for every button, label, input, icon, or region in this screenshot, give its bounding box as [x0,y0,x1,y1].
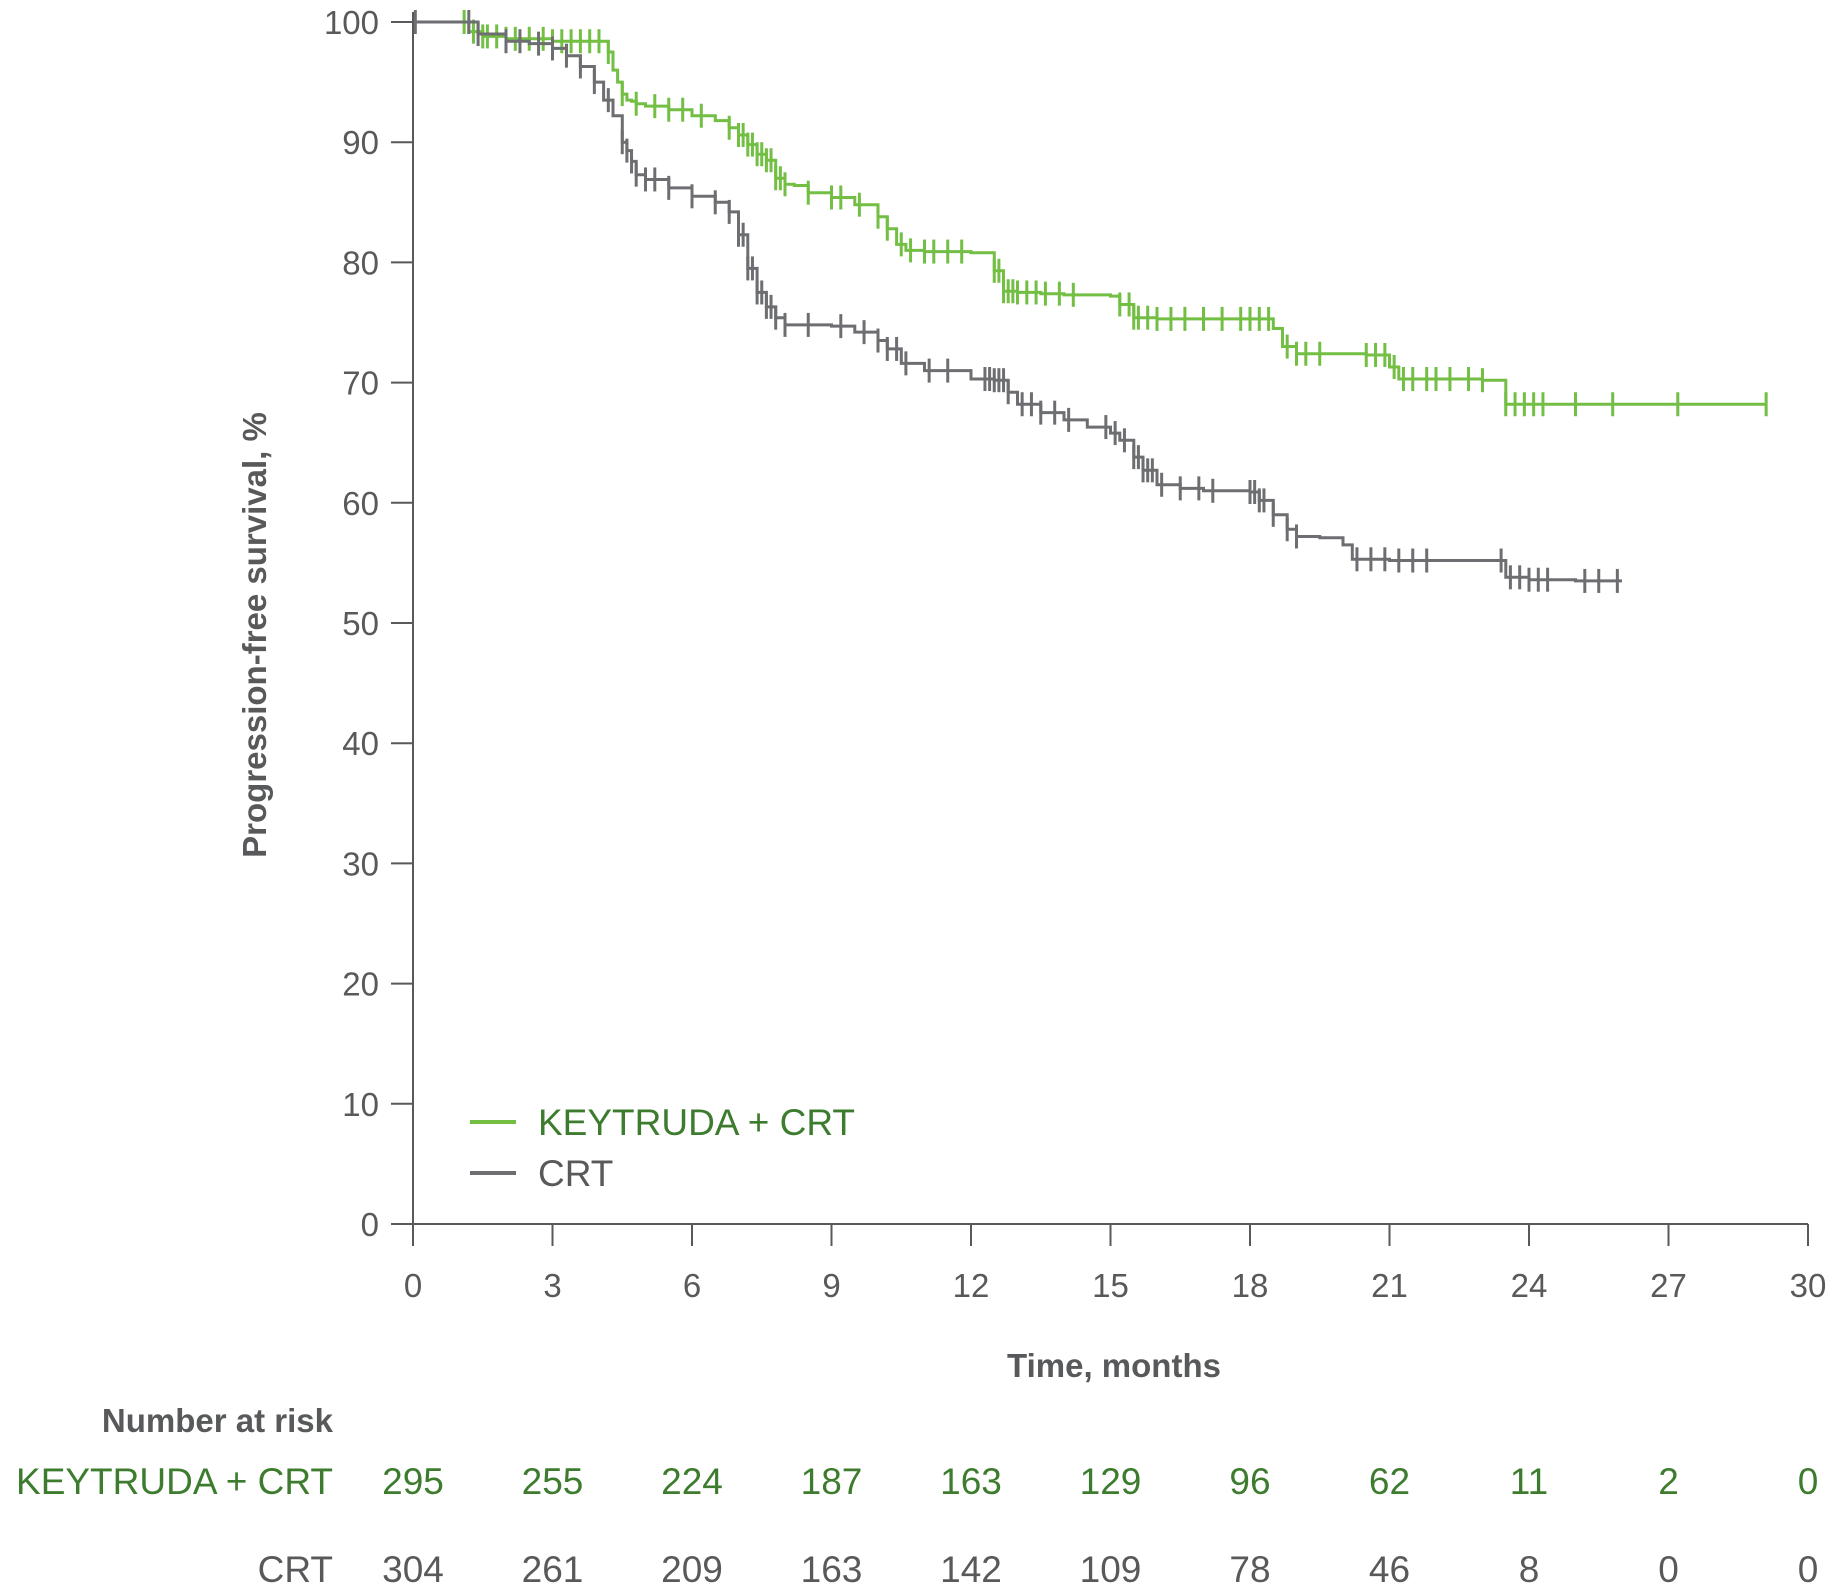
risk-value-keytruda: 224 [661,1461,723,1502]
risk-value-crt: 261 [522,1549,584,1590]
x-tick-label: 21 [1371,1267,1408,1304]
risk-value-crt: 209 [661,1549,723,1590]
risk-value-keytruda: 255 [522,1461,584,1502]
risk-table-title: Number at risk [102,1402,334,1439]
risk-value-crt: 46 [1369,1549,1410,1590]
risk-value-keytruda: 96 [1229,1461,1270,1502]
risk-value-crt: 142 [940,1549,1002,1590]
risk-value-keytruda: 62 [1369,1461,1410,1502]
survival-curves [413,10,1768,593]
y-axis-title: Progression-free survival, % [236,412,273,858]
x-tick-label: 3 [543,1267,561,1304]
y-tick-label: 20 [342,966,379,1003]
x-tick-label: 27 [1650,1267,1687,1304]
x-tick-label: 18 [1232,1267,1269,1304]
y-tick-label: 80 [342,244,379,281]
x-tick-label: 9 [822,1267,840,1304]
risk-value-keytruda: 163 [940,1461,1002,1502]
y-tick-label: 100 [324,4,379,41]
risk-value-crt: 8 [1519,1549,1540,1590]
curve-crt [413,20,1622,583]
risk-value-keytruda: 187 [801,1461,863,1502]
y-tick-label: 40 [342,725,379,762]
x-tick-label: 12 [953,1267,990,1304]
risk-value-crt: 109 [1080,1549,1142,1590]
number-at-risk-table: Number at risk KEYTRUDA + CRT 295 255 224 187… [16,1402,1818,1590]
legend: KEYTRUDA + CRT CRT [470,1102,855,1194]
risk-value-crt: 78 [1229,1549,1270,1590]
y-tick-label: 10 [342,1086,379,1123]
risk-value-keytruda: 11 [1510,1461,1548,1502]
legend-label-crt: CRT [538,1153,613,1194]
y-tick-label: 30 [342,845,379,882]
risk-value-keytruda: 295 [382,1461,444,1502]
risk-value-crt: 0 [1658,1549,1679,1590]
y-tick-label: 60 [342,485,379,522]
x-tick-label: 6 [683,1267,701,1304]
risk-row-label-crt: CRT [258,1549,333,1590]
x-tick-label: 15 [1092,1267,1129,1304]
x-tick-label: 24 [1511,1267,1548,1304]
risk-row-label-keytruda: KEYTRUDA + CRT [16,1461,333,1502]
risk-value-crt: 163 [801,1549,863,1590]
curve-keytruda [413,20,1767,406]
risk-value-keytruda: 2 [1658,1461,1679,1502]
x-tick-label: 30 [1790,1267,1827,1304]
x-tick-label: 0 [404,1267,422,1304]
y-tick-label: 50 [342,605,379,642]
risk-value-crt: 304 [382,1549,444,1590]
risk-value-keytruda: 0 [1798,1461,1819,1502]
risk-value-crt: 0 [1798,1549,1819,1590]
y-tick-label: 0 [361,1206,379,1243]
risk-value-keytruda: 129 [1080,1461,1142,1502]
y-tick-label: 90 [342,124,379,161]
y-tick-label: 70 [342,365,379,402]
legend-label-keytruda: KEYTRUDA + CRT [538,1102,855,1143]
axes: 0 10 20 30 40 50 60 70 80 90 100 0 3 6 9 12 15 18 21 24 27 30 [324,4,1826,1304]
x-axis-title: Time, months [1007,1347,1221,1384]
